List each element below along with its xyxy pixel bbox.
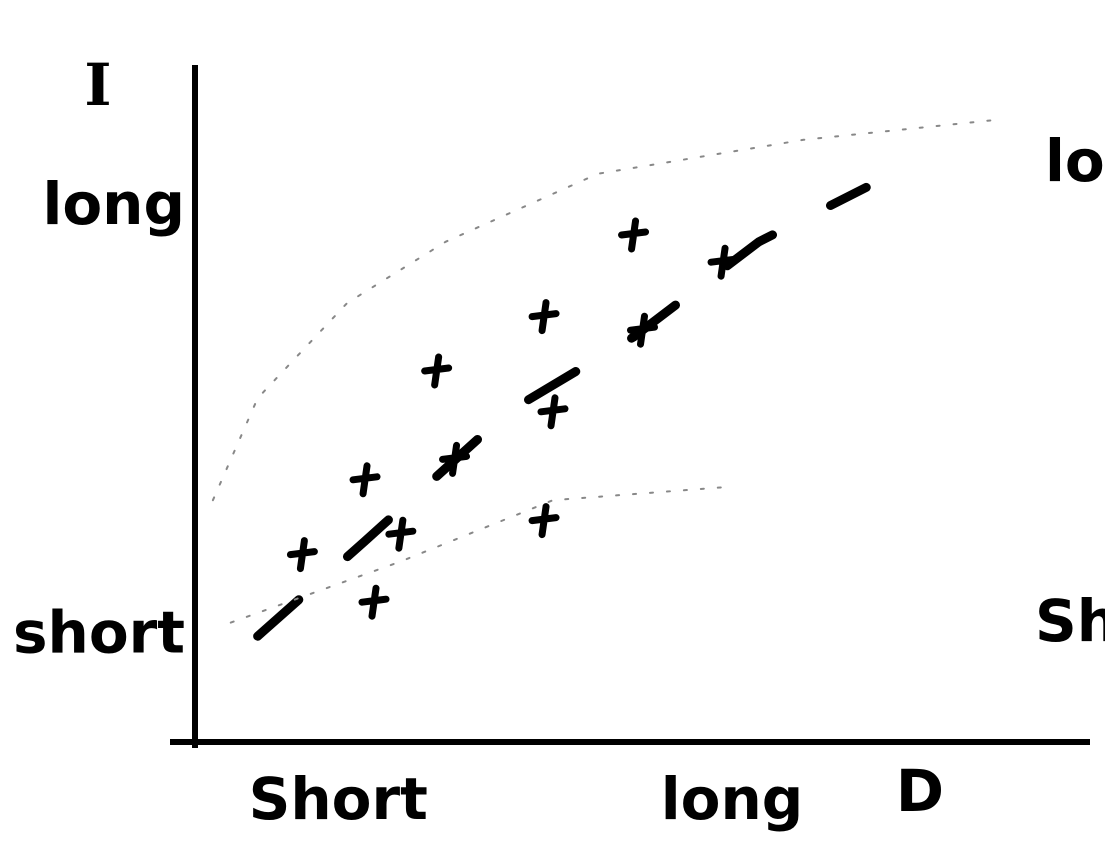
x-axis-label: D xyxy=(896,757,944,825)
trend-line xyxy=(253,182,871,641)
y-axis-label: I xyxy=(84,51,111,119)
data-point xyxy=(349,462,381,498)
data-point xyxy=(528,503,560,539)
x-tick-label: long xyxy=(661,765,804,833)
data-point xyxy=(528,299,560,335)
data-point xyxy=(618,217,650,253)
data-point xyxy=(286,537,318,573)
annotation: lo xyxy=(1045,127,1105,195)
y-tick-label: short xyxy=(13,598,185,666)
annotation: Sh xyxy=(1035,587,1105,655)
data-point xyxy=(358,584,390,620)
data-point xyxy=(421,353,453,389)
envelope-line xyxy=(211,118,1002,502)
data-point xyxy=(385,516,417,552)
data-point xyxy=(537,394,569,430)
y-tick-label: long xyxy=(42,170,185,238)
x-tick-label: Short xyxy=(249,765,428,833)
